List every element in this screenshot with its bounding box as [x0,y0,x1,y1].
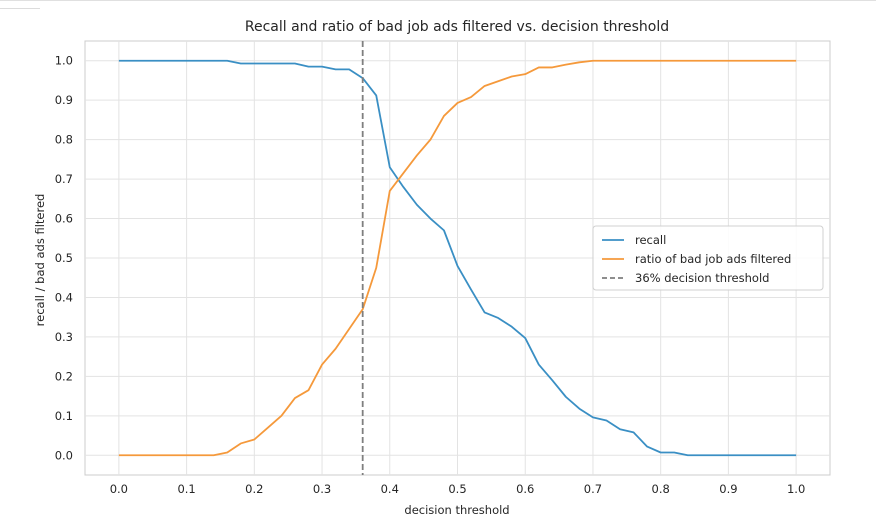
top-border [0,0,876,1]
legend-box [592,225,824,291]
y-tick-label: 0.6 [55,212,73,226]
x-tick-label: 0.2 [245,482,263,496]
legend-entry: recall [635,233,666,247]
legend-entry: 36% decision threshold [635,271,769,285]
legend-entry: ratio of bad job ads filtered [635,252,791,266]
y-tick-label: 0.4 [55,290,73,304]
x-tick-label: 0.4 [381,482,399,496]
y-tick-label: 0.7 [55,172,73,186]
top-left-border [0,0,40,9]
x-tick-label: 0.3 [313,482,331,496]
y-tick-label: 0.1 [55,409,73,423]
y-tick-labels: 0.0 0.1 0.2 0.3 0.4 0.5 0.6 0.7 0.8 0.9 1.0 [55,54,73,463]
y-tick-label: 0.9 [55,93,73,107]
x-tick-label: 1.0 [787,482,805,496]
y-tick-label: 0.2 [55,369,73,383]
series-line-recall [118,59,797,457]
y-tick-label: 0.3 [55,330,73,344]
x-tick-label: 0.1 [177,482,195,496]
x-tick-label: 0.0 [110,482,128,496]
y-tick-label: 1.0 [55,54,73,68]
x-tick-label: 0.7 [584,482,602,496]
x-axis-label: decision threshold [404,503,509,517]
series-line-ratio-filtered [118,59,797,457]
legend: recall ratio of bad job ads filtered 36% d… [592,225,824,291]
series-layer [118,59,797,457]
x-tick-label: 0.6 [516,482,534,496]
x-tick-label: 0.8 [652,482,670,496]
y-tick-label: 0.8 [55,133,73,147]
y-tick-label: 0.5 [55,251,73,265]
y-axis-label: recall / bad ads filtered [33,194,47,327]
x-tick-label: 0.9 [719,482,737,496]
y-tick-label: 0.0 [55,448,73,462]
chart-title: Recall and ratio of bad job ads filtered… [245,19,669,35]
x-tick-label: 0.5 [448,482,466,496]
x-tick-labels: 0.0 0.1 0.2 0.3 0.4 0.5 0.6 0.7 0.8 0.9 1.0 [110,482,806,496]
